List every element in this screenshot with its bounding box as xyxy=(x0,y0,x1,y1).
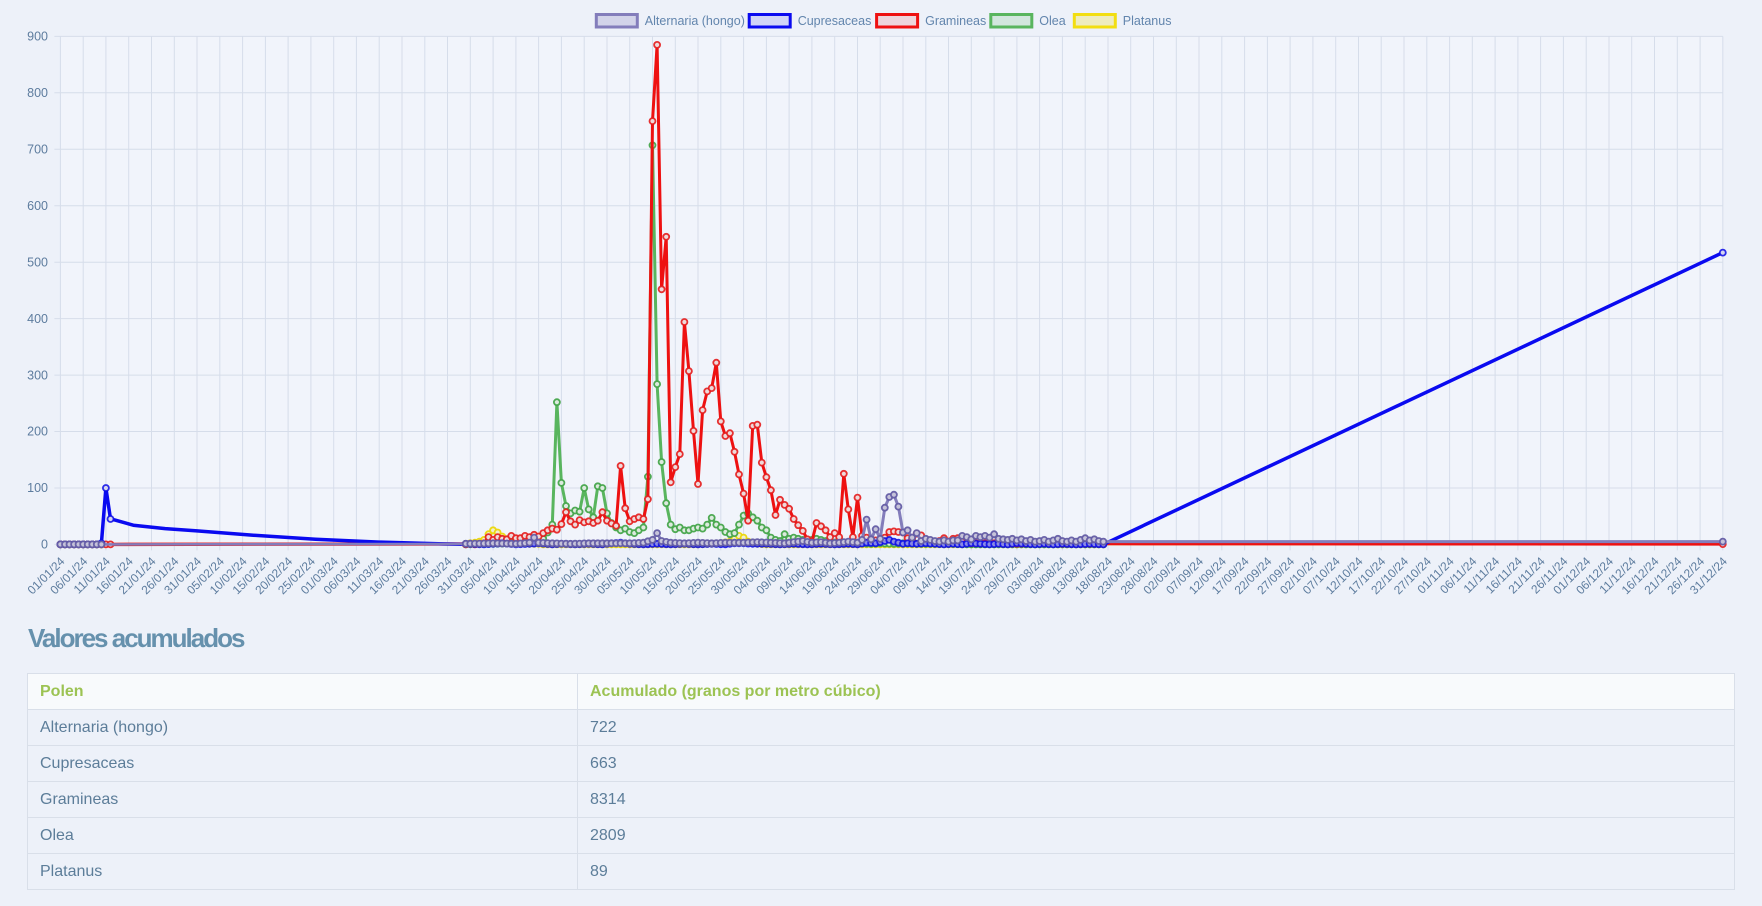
svg-text:900: 900 xyxy=(27,30,48,44)
svg-text:Gramineas: Gramineas xyxy=(925,14,986,28)
svg-text:Olea: Olea xyxy=(1039,14,1065,28)
svg-text:600: 600 xyxy=(27,199,48,213)
svg-text:Cupresaceas: Cupresaceas xyxy=(798,14,872,28)
svg-text:400: 400 xyxy=(27,312,48,326)
svg-text:800: 800 xyxy=(27,86,48,100)
svg-text:700: 700 xyxy=(27,143,48,157)
svg-text:0: 0 xyxy=(41,538,48,552)
svg-text:300: 300 xyxy=(27,368,48,382)
svg-text:200: 200 xyxy=(27,425,48,439)
svg-text:500: 500 xyxy=(27,255,48,269)
svg-text:Platanus: Platanus xyxy=(1123,14,1172,28)
svg-text:100: 100 xyxy=(27,481,48,495)
svg-text:Alternaria (hongo): Alternaria (hongo) xyxy=(645,14,745,28)
